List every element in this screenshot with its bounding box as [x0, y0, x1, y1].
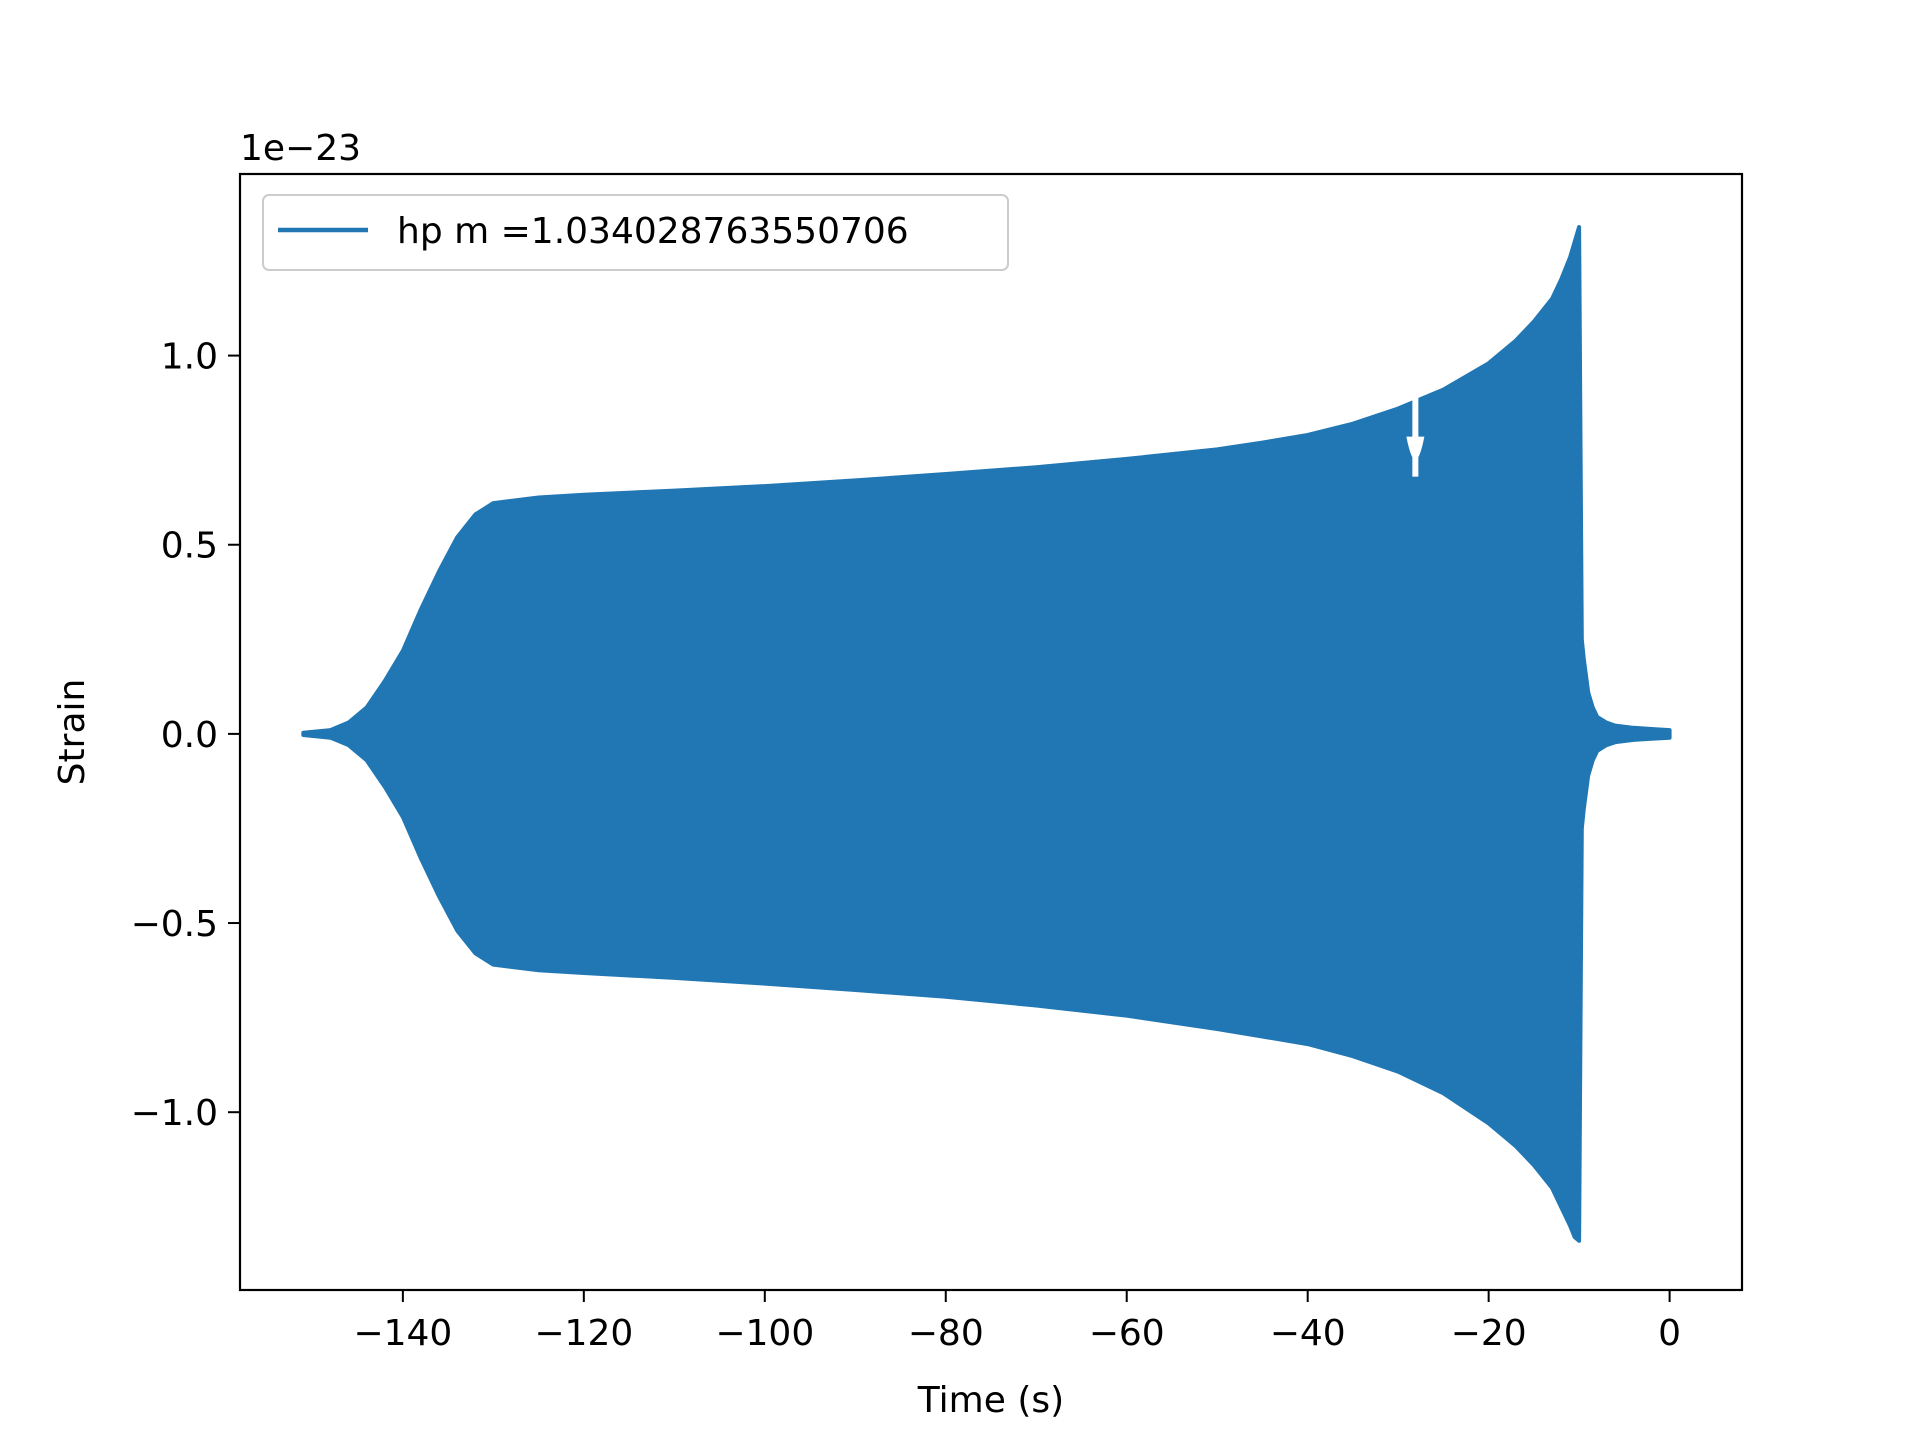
- y-offset-text: 1e−23: [240, 128, 361, 169]
- x-tick-label: 0: [1658, 1313, 1681, 1354]
- x-tick-label: −80: [908, 1313, 984, 1354]
- x-tick-label: −140: [353, 1313, 452, 1354]
- legend-box: [262, 194, 1009, 271]
- y-tick-label: −0.5: [131, 904, 218, 945]
- waveform-dip: [677, 463, 696, 487]
- y-tick-label: 0.5: [161, 526, 218, 567]
- x-tick-label: −60: [1089, 1313, 1165, 1354]
- y-tick-label: 1.0: [161, 337, 218, 378]
- waveform-dip: [1105, 429, 1124, 453]
- legend: hp m =1.034028763550706: [262, 194, 1009, 271]
- waveform-dip: [1119, 429, 1138, 453]
- y-axis: −1.0 −0.5 0.0 0.5 1.0: [131, 337, 240, 1134]
- x-tick-label: −40: [1270, 1313, 1346, 1354]
- data-layer: [301, 225, 1672, 1243]
- y-tick-label: −1.0: [131, 1093, 218, 1134]
- waveform-dip: [660, 463, 679, 487]
- axes-frame: [238, 172, 1744, 1292]
- legend-label: hp m =1.034028763550706: [397, 211, 909, 252]
- x-tick-label: −100: [715, 1313, 814, 1354]
- waveform-notch: [1412, 385, 1419, 477]
- series-hp-waveform: [301, 225, 1672, 1243]
- x-tick-label: −120: [534, 1313, 633, 1354]
- x-axis: −140 −120 −100 −80 −60 −40 −20 0: [353, 1290, 1681, 1354]
- x-tick-label: −20: [1451, 1313, 1527, 1354]
- y-tick-label: 0.0: [161, 715, 218, 756]
- x-axis-label: Time (s): [917, 1380, 1064, 1421]
- y-axis-label: Strain: [52, 679, 93, 786]
